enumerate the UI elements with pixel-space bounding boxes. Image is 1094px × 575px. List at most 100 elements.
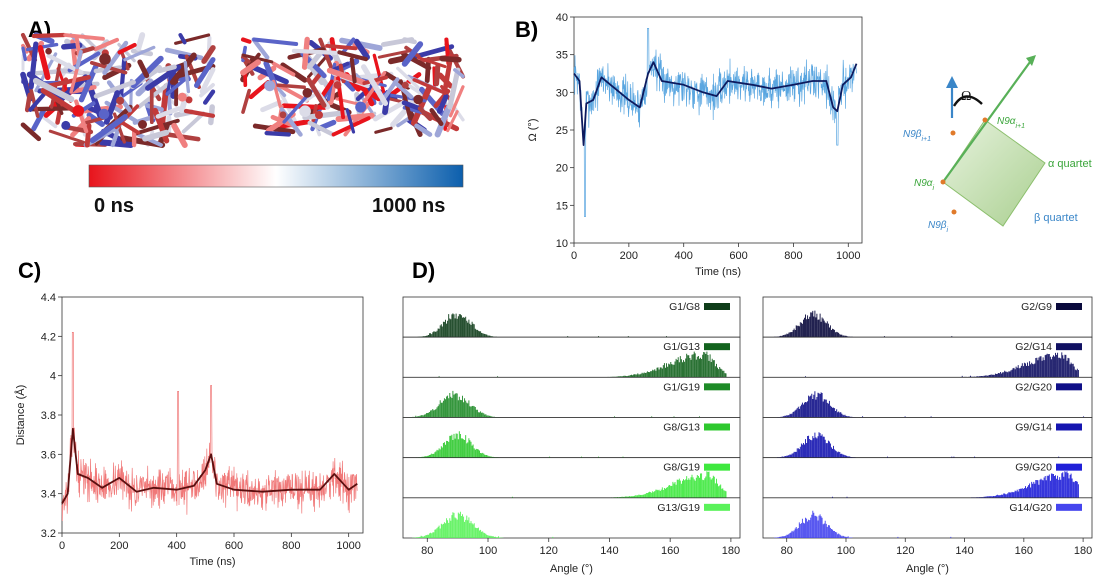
y-tick-label: 4.2: [41, 331, 56, 343]
x-tick-label: 200: [110, 540, 128, 552]
panel-d-label: D): [412, 258, 435, 283]
molecule-bond: [271, 61, 296, 77]
legend-label: G2/G9: [1021, 301, 1052, 313]
molecule-bond: [436, 93, 449, 114]
molecule-atom: [302, 88, 313, 98]
n9-alpha-i-label: N9αi: [914, 178, 935, 192]
molecule-bond: [84, 123, 92, 148]
x-tick-label: 180: [1074, 545, 1092, 557]
x-tick-label: 120: [896, 545, 914, 557]
omega-symbol: Ω: [961, 89, 971, 104]
molecule-atom: [185, 96, 193, 104]
molecule-bond: [201, 45, 216, 64]
y-tick-label: 3.4: [41, 489, 56, 501]
x-tick-label: 600: [729, 250, 747, 262]
x-axis-label: Angle (°): [906, 563, 949, 575]
n9-alpha-i1-label: N9αi+1: [997, 116, 1025, 130]
molecule-structure-right: [240, 36, 466, 138]
molecule-bond: [410, 85, 432, 126]
molecule-bond: [414, 123, 433, 137]
x-tick-label: 0: [571, 250, 577, 262]
molecule-bond: [117, 42, 137, 55]
y-tick-label: 40: [556, 12, 568, 24]
molecule-atom: [279, 111, 287, 119]
molecule-bond: [118, 57, 127, 104]
molecule-bond: [75, 49, 83, 70]
molecule-atom: [401, 81, 409, 89]
molecule-bond: [99, 139, 134, 148]
y-tick-label: 20: [556, 163, 568, 175]
legend-swatch: [1056, 423, 1082, 431]
molecule-atom: [98, 108, 110, 120]
x-tick-label: 180: [722, 545, 740, 557]
molecule-bond: [45, 75, 91, 89]
molecule-bond: [142, 129, 170, 142]
colorbar-end-label: 1000 ns: [372, 195, 445, 217]
molecule-bond: [439, 55, 462, 63]
molecule-bond: [123, 45, 156, 62]
molecule-bond: [306, 77, 327, 108]
molecule-bond: [40, 87, 81, 116]
molecule-bond: [194, 57, 216, 88]
x-tick-label: 80: [781, 545, 793, 557]
molecule-bond: [401, 100, 422, 111]
y-tick-label: 3.6: [41, 449, 56, 461]
molecule-bond: [252, 37, 299, 46]
x-tick-label: 100: [479, 545, 497, 557]
y-tick-label: 3.8: [41, 410, 56, 422]
molecule-bond: [326, 67, 367, 86]
molecule-bond: [241, 53, 274, 64]
raw-trace-line: [61, 332, 358, 522]
molecule-bond: [159, 83, 170, 128]
x-tick-label: 100: [837, 545, 855, 557]
molecule-bond: [183, 60, 191, 94]
molecule-bond: [349, 57, 357, 84]
molecule-bond: [401, 41, 424, 67]
molecule-atom: [116, 96, 125, 105]
molecule-bond: [260, 99, 283, 113]
molecule-bond: [433, 64, 441, 87]
molecule-bond: [169, 52, 197, 85]
beta-arrowhead-icon: [946, 76, 958, 88]
molecule-bond: [374, 126, 393, 134]
molecule-bond: [145, 64, 182, 91]
molecule-bond: [37, 44, 51, 81]
y-tick-label: 15: [556, 200, 568, 212]
molecule-atom: [45, 47, 52, 55]
legend-swatch: [704, 383, 730, 391]
molecule-bond: [345, 108, 356, 134]
n9-beta-i1-atom: [950, 130, 956, 136]
average-trace-line: [573, 61, 858, 147]
molecule-bond: [272, 83, 306, 90]
distance-time-chart: 0 200 400 600 800 1000 3.2 3.4 3.6 3.8 4 4.2 4.4 Time…: [14, 292, 364, 568]
molecule-bond: [31, 107, 47, 132]
legend-swatch: [1056, 463, 1082, 471]
angle-histograms-left: G1/G8 G1/G13 G1/G19 G8/G13 G8/G19 G13/G19 80 10…: [402, 296, 741, 575]
molecule-bond: [144, 103, 164, 112]
panel-b-label: B): [515, 17, 538, 42]
x-axis-label: Time (ns): [189, 556, 235, 568]
colorbar-start-label: 0 ns: [94, 195, 134, 217]
molecule-atom: [299, 105, 311, 117]
molecule-bond: [306, 50, 323, 70]
molecule-bond: [279, 91, 300, 128]
legend-swatch: [1056, 503, 1082, 511]
molecule-bond: [434, 104, 452, 138]
legend-swatch: [704, 463, 730, 471]
histogram-bars: [412, 511, 554, 538]
molecule-bond: [429, 108, 444, 127]
molecule-bond: [417, 56, 447, 69]
x-tick-label: 600: [225, 540, 243, 552]
y-tick-label: 10: [556, 238, 568, 250]
molecule-bond: [318, 37, 334, 72]
x-tick-label: 120: [540, 545, 558, 557]
molecule-bond: [24, 92, 32, 113]
legend-swatch: [1056, 343, 1082, 351]
molecule-bond: [417, 106, 433, 122]
legend-swatch: [704, 303, 730, 310]
beta-quartet-label: β quartet: [1034, 212, 1078, 224]
n9-alpha-i1-atom: [982, 117, 988, 123]
legend-swatch: [1056, 383, 1082, 391]
molecule-bond: [446, 110, 459, 133]
